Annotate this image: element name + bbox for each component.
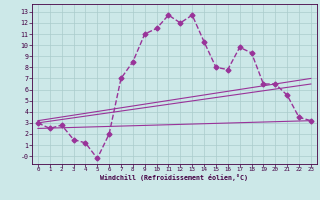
X-axis label: Windchill (Refroidissement éolien,°C): Windchill (Refroidissement éolien,°C) bbox=[100, 174, 248, 181]
